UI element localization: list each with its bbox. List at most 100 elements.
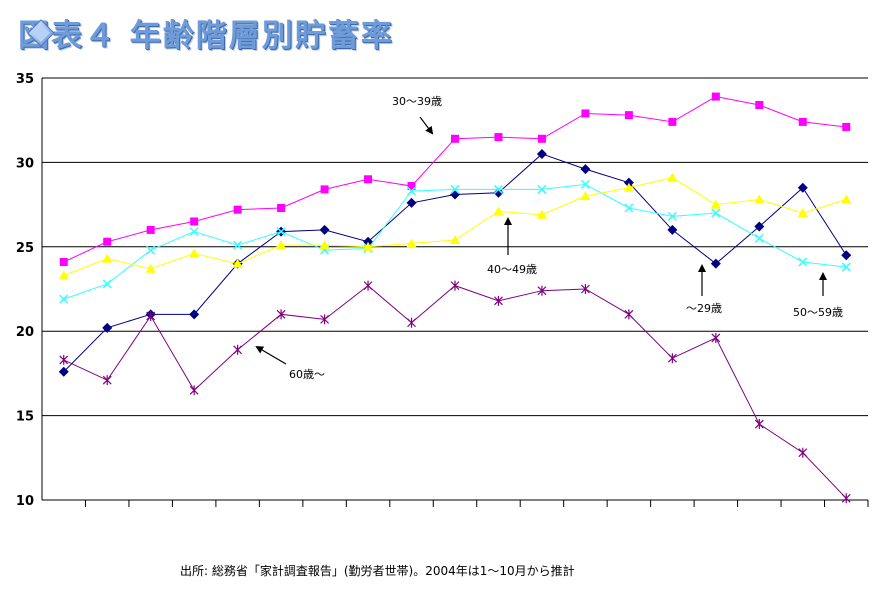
series-1-point-15 <box>710 258 721 269</box>
series-4-point-13 <box>624 309 634 320</box>
series-1-point-12 <box>580 164 591 175</box>
series-0-point-17 <box>798 117 807 126</box>
series-4-point-9 <box>450 280 460 291</box>
series-1-point-16 <box>754 221 765 232</box>
title-diamond-icon <box>27 19 55 47</box>
series-3-point-6 <box>319 240 330 250</box>
series-2-point-11 <box>537 184 547 194</box>
series-0-point-10 <box>494 133 503 142</box>
series-1-point-1 <box>102 322 113 333</box>
series-3-point-8 <box>406 238 417 248</box>
series-0-point-18 <box>842 122 851 131</box>
series-0-point-2 <box>146 225 155 234</box>
series-1-point-14 <box>667 224 678 235</box>
series-0-point-13 <box>624 111 633 120</box>
annotation-arrow-4 <box>255 345 287 365</box>
series-3-point-5 <box>276 240 287 250</box>
series-2-point-10 <box>493 184 504 194</box>
series-2-point-0 <box>59 294 69 304</box>
series-2-point-18 <box>841 262 851 272</box>
series-0-point-4 <box>233 205 242 214</box>
series-3-point-1 <box>102 253 113 263</box>
line-chart: 10 15 20 25 30 35 30～39歳 40～49歳 ～29歳 50～59歳 60歳～ <box>16 19 869 509</box>
series-4-point-16 <box>754 419 764 430</box>
series-3 <box>58 172 852 280</box>
series-2 <box>59 179 851 304</box>
series-4-point-17 <box>798 447 808 458</box>
source-note: 出所: 総務省「家計調査報告」(勤労者世帯)。2004年は1～10月から推計 <box>180 564 575 578</box>
series-3-point-0 <box>58 270 69 280</box>
series-4-point-10 <box>494 295 503 306</box>
series-4-point-5 <box>276 309 286 320</box>
series-1-point-17 <box>797 182 808 193</box>
annotation-arrow-0 <box>419 116 434 135</box>
series-4-point-8 <box>407 317 416 328</box>
series-4-point-15 <box>711 332 721 343</box>
series-line-1 <box>63 153 847 373</box>
annotation-label-0: 30～39歳 <box>392 95 442 108</box>
series-4 <box>59 280 851 504</box>
series-3-point-16 <box>754 194 765 204</box>
series-2-point-1 <box>102 279 112 289</box>
series-2-point-3 <box>189 227 199 237</box>
annotations: 30～39歳 40～49歳 ～29歳 50～59歳 60歳～ <box>255 95 843 381</box>
series-0-point-8 <box>407 182 416 191</box>
series-4-point-18 <box>841 493 851 504</box>
series-1-point-6 <box>319 224 330 235</box>
series-layer <box>58 92 852 504</box>
y-tick-label-10: 10 <box>16 494 34 509</box>
series-1-point-18 <box>841 250 852 261</box>
gridlines <box>42 77 868 417</box>
series-3-point-11 <box>536 209 547 219</box>
series-4-point-11 <box>537 285 547 296</box>
series-0-point-9 <box>451 134 459 143</box>
annotation-label-1: 40～49歳 <box>487 263 537 276</box>
series-4-point-0 <box>59 354 69 365</box>
series-0-point-16 <box>755 101 764 110</box>
series-1-point-7 <box>363 236 374 247</box>
series-3-point-18 <box>841 194 852 204</box>
annotation-label-2: ～29歳 <box>686 302 722 315</box>
series-2-point-9 <box>450 184 460 194</box>
series-1-point-13 <box>623 177 634 188</box>
series-1-point-3 <box>189 309 200 320</box>
series-0-point-3 <box>190 217 199 226</box>
series-1-point-8 <box>406 197 417 208</box>
series-1-point-10 <box>493 187 504 198</box>
series-3-point-14 <box>667 172 678 182</box>
series-0-point-7 <box>364 175 373 184</box>
series-1-point-0 <box>58 366 69 377</box>
series-2-point-13 <box>624 203 634 213</box>
series-2-point-12 <box>580 179 590 189</box>
series-0-point-11 <box>537 134 546 143</box>
series-4-point-12 <box>580 284 590 294</box>
series-3-point-12 <box>580 191 591 201</box>
series-3-point-2 <box>145 263 156 273</box>
series-2-point-15 <box>711 208 721 218</box>
series-4-point-6 <box>320 314 330 325</box>
series-0-point-1 <box>103 237 112 246</box>
series-4-point-14 <box>667 353 677 364</box>
series-4-point-2 <box>146 311 156 322</box>
chart-title: 図表４ 年齢階層別貯蓄率 <box>18 17 394 54</box>
series-3-point-17 <box>797 208 808 218</box>
series-1-point-11 <box>536 148 547 159</box>
series-1 <box>58 148 852 377</box>
y-tick-label-35: 35 <box>16 72 34 87</box>
series-3-point-9 <box>450 235 460 245</box>
y-tick-label-20: 20 <box>16 325 34 340</box>
series-1-point-9 <box>450 189 460 200</box>
series-3-point-3 <box>189 248 200 258</box>
series-line-4 <box>63 284 847 499</box>
series-4-point-1 <box>102 375 112 386</box>
series-2-point-4 <box>233 240 243 250</box>
series-2-point-17 <box>798 257 808 267</box>
series-0-point-5 <box>277 203 286 212</box>
series-0-point-12 <box>581 109 590 118</box>
series-2-point-8 <box>406 186 417 196</box>
series-2-point-5 <box>276 227 286 237</box>
series-3-point-10 <box>493 206 504 216</box>
series-3-point-13 <box>623 182 634 192</box>
series-2-point-14 <box>667 211 677 221</box>
series-0-point-14 <box>668 117 677 126</box>
